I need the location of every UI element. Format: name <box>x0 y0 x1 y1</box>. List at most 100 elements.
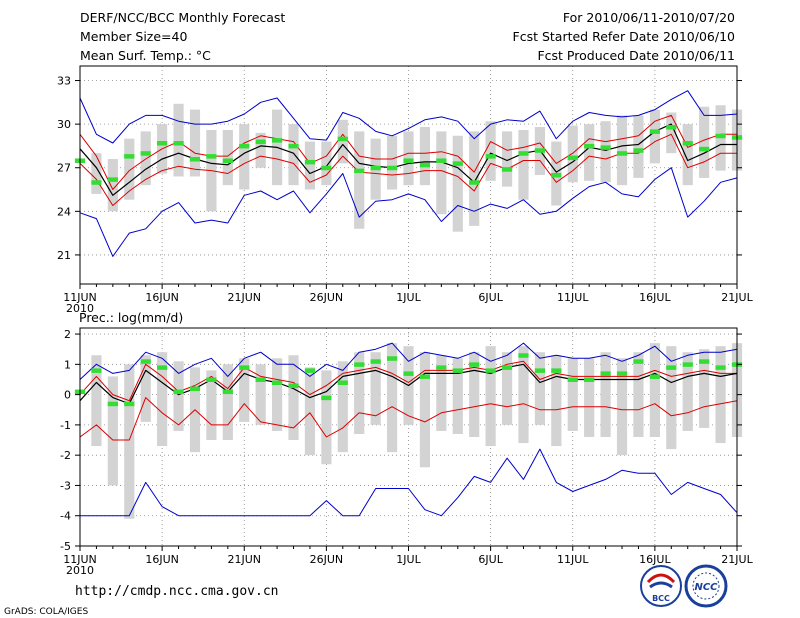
x-tick-label: 21JUN <box>227 553 261 566</box>
marker-dash <box>715 133 726 139</box>
marker-dash <box>354 362 365 367</box>
range-box <box>567 125 578 183</box>
marker-dash <box>288 143 299 149</box>
ncc-logo: NCC <box>684 564 728 608</box>
marker-dash <box>699 359 710 364</box>
series-line-max <box>79 90 738 144</box>
range-box <box>140 131 151 186</box>
range-box <box>518 346 529 444</box>
marker-dash <box>403 158 414 163</box>
range-box <box>222 129 233 186</box>
range-box <box>140 355 151 422</box>
marker-dash <box>419 374 431 379</box>
marker-dash <box>501 167 513 172</box>
x-tick-label: 16JUN <box>145 291 179 304</box>
y-tick-label: -3 <box>60 479 71 492</box>
range-box <box>321 370 332 465</box>
series-line-upper <box>79 114 737 190</box>
series-line-upper <box>79 360 737 402</box>
y-tick-label: -4 <box>60 510 71 523</box>
range-box <box>107 159 118 212</box>
range-box <box>600 121 611 183</box>
marker-dash <box>157 365 168 370</box>
range-box <box>436 131 447 215</box>
range-box <box>715 346 726 444</box>
series-line-mean <box>79 363 738 405</box>
marker-dash <box>157 141 168 146</box>
x-tick-label: 21JUN <box>227 291 261 304</box>
series-line-max <box>79 342 738 380</box>
marker-dash <box>452 368 463 373</box>
marker-dash <box>239 365 250 370</box>
series-line-min <box>79 167 738 257</box>
marker-dash <box>436 365 447 370</box>
marker-dash <box>501 365 513 370</box>
range-box <box>567 358 578 431</box>
range-box <box>469 131 480 226</box>
marker-dash <box>567 377 578 382</box>
bcc-logo-text: BCC <box>652 594 670 603</box>
marker-dash <box>600 145 611 150</box>
marker-dash <box>616 371 628 376</box>
marker-dash <box>584 143 595 149</box>
marker-dash <box>419 162 431 168</box>
marker-dash <box>485 368 496 373</box>
member-range-boxes <box>91 343 743 519</box>
x-tick-label: 26JUN <box>310 553 344 566</box>
marker-dash <box>386 356 398 361</box>
x-tick-label: 16JUL <box>639 291 671 304</box>
x-tick-label: 1JUL <box>396 553 421 566</box>
range-box <box>91 153 102 194</box>
y-tick-label: 1 <box>64 358 71 371</box>
range-box <box>534 352 545 425</box>
marker-dash <box>600 371 611 376</box>
range-box <box>370 352 381 425</box>
marker-dash <box>140 359 151 364</box>
range-box <box>157 352 168 447</box>
range-box <box>485 346 496 447</box>
x-tick-label: 16JUN <box>145 553 179 566</box>
range-box <box>600 352 611 437</box>
marker-dash <box>518 353 529 358</box>
marker-dash <box>649 374 660 379</box>
range-box <box>304 367 316 456</box>
marker-dash <box>699 146 710 152</box>
y-tick-label: -1 <box>60 419 71 432</box>
range-box <box>124 364 135 519</box>
range-box <box>419 127 431 186</box>
marker-dash <box>370 359 381 364</box>
x-tick-label: 11JUL <box>557 291 589 304</box>
marker-dash <box>403 371 414 376</box>
y-tick-label: -2 <box>60 449 71 462</box>
range-box <box>501 131 513 187</box>
range-box <box>206 370 217 441</box>
range-box <box>337 361 348 453</box>
marker-dash <box>91 368 102 373</box>
marker-dash <box>633 359 644 364</box>
marker-dash <box>584 377 595 382</box>
source-url[interactable]: http://cmdp.ncc.cma.gov.cn <box>75 584 279 599</box>
range-box <box>288 124 299 186</box>
marker-dash <box>255 139 266 145</box>
range-box <box>124 138 135 200</box>
marker-dash <box>272 380 283 385</box>
range-box <box>239 124 250 190</box>
y-tick-label: 0 <box>64 389 71 402</box>
marker-dash <box>189 157 201 162</box>
y-tick-label: 27 <box>57 162 71 175</box>
grads-credit: GrADS: COLA/IGES <box>4 607 88 617</box>
series-line-mean <box>79 123 737 196</box>
marker-dash <box>534 148 545 153</box>
y-tick-label: 33 <box>57 75 71 88</box>
y-tick-label: -5 <box>60 540 71 553</box>
forecast-period: For 2010/06/11-2010/07/20 <box>562 10 735 25</box>
y-tick-label: 30 <box>57 118 71 131</box>
marker-dash <box>666 365 677 370</box>
range-box <box>469 352 480 437</box>
marker-dash <box>272 138 283 143</box>
marker-dash <box>436 158 447 163</box>
ncc-logo-text: NCC <box>694 582 718 593</box>
marker-dash <box>666 125 677 130</box>
marker-dash <box>386 165 398 171</box>
range-box <box>337 119 348 164</box>
